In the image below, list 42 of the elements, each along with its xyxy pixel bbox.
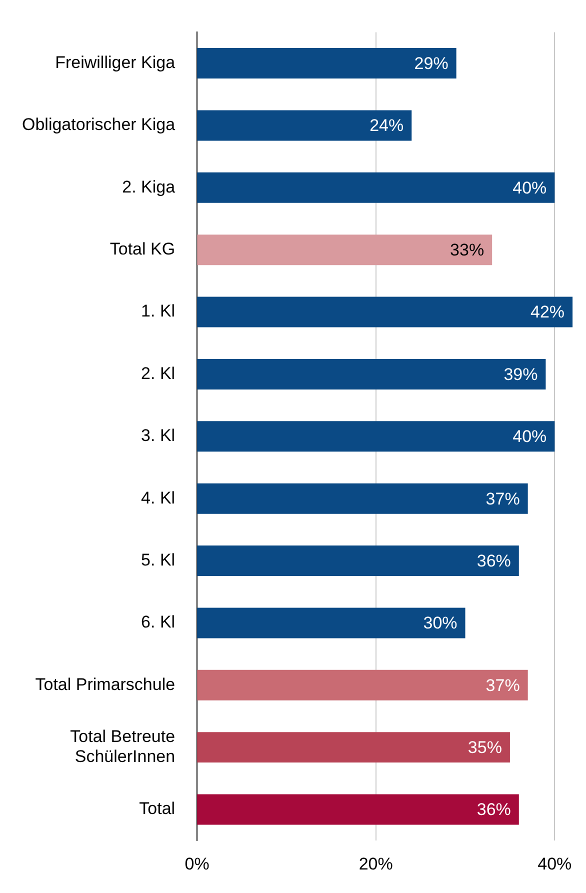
data-label: 37% <box>486 489 520 508</box>
data-label: 24% <box>370 116 404 136</box>
data-label: 40% <box>512 178 547 198</box>
y-tick-label: 1. Kl <box>141 302 176 321</box>
bar <box>197 172 555 203</box>
bar <box>197 732 510 763</box>
y-tick-label: 2. Kiga <box>122 177 176 196</box>
y-tick-label: Total Betreute SchülerInnen <box>70 726 176 766</box>
bar <box>197 48 456 79</box>
data-label: 37% <box>486 676 520 695</box>
bar <box>197 608 466 638</box>
bar <box>197 546 519 576</box>
y-tick-label: 6. Kl <box>141 612 176 632</box>
data-label: 36% <box>476 800 511 820</box>
bar <box>197 296 573 328</box>
x-tick-label: 40% <box>538 854 572 874</box>
y-tick-label: Total Primarschule <box>35 674 176 694</box>
bar <box>197 234 492 266</box>
y-tick-label: 4. Kl <box>141 488 176 508</box>
data-label: 40% <box>512 427 547 446</box>
y-tick-label: Freiwilliger Kiga <box>55 52 176 72</box>
y-tick-label: Total KG <box>110 240 176 259</box>
y-tick-label: 2. Kl <box>141 364 176 383</box>
bar <box>197 358 546 390</box>
bar <box>197 670 528 700</box>
data-label: 36% <box>476 551 511 570</box>
data-label: 33% <box>450 240 484 260</box>
x-tick-label: 0% <box>184 854 210 874</box>
y-tick-label: Total <box>139 799 176 818</box>
y-tick-label: 5. Kl <box>141 550 176 570</box>
y-tick-label: 3. Kl <box>141 426 176 446</box>
data-label: 35% <box>468 738 502 758</box>
bar <box>197 794 519 825</box>
bar <box>197 483 528 514</box>
data-label: 30% <box>423 614 458 633</box>
x-tick-label: 20% <box>358 854 393 874</box>
y-tick-label: Obligatorischer Kiga <box>22 115 176 134</box>
bar <box>197 110 412 141</box>
data-label: 42% <box>530 302 565 322</box>
data-label: 29% <box>414 54 448 73</box>
data-label: 39% <box>504 364 538 384</box>
bar <box>197 421 555 452</box>
